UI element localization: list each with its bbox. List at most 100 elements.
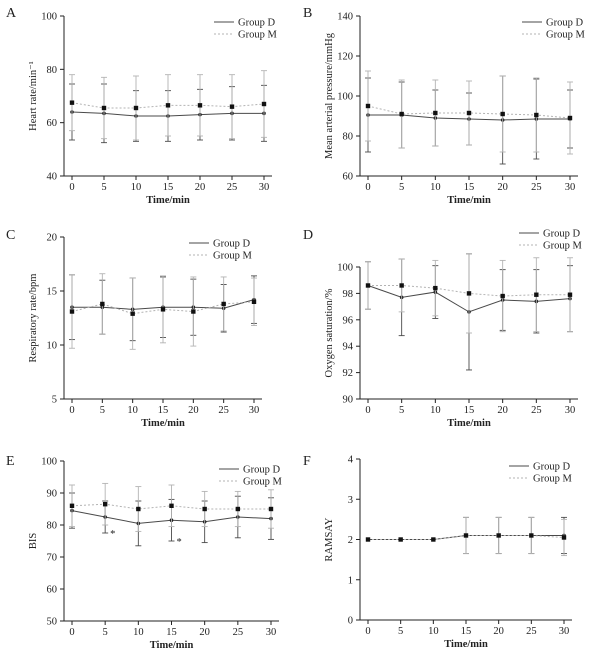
y-tick-label: 100	[337, 263, 353, 274]
y-tick-label: 3	[348, 495, 353, 506]
legend-label: Group M	[238, 30, 277, 41]
data-point	[197, 103, 203, 108]
series-group-m	[365, 70, 573, 155]
data-point	[221, 301, 226, 307]
data-point	[136, 506, 141, 512]
x-tick-label: 25	[227, 182, 238, 193]
x-tick-label: 5	[398, 626, 403, 637]
data-point	[496, 533, 501, 538]
data-point	[365, 283, 371, 288]
significance-mark: *	[177, 537, 182, 548]
y-tick-label: 96	[343, 315, 354, 326]
x-tick-label: 20	[199, 627, 210, 638]
y-tick-label: 0	[348, 616, 353, 627]
data-point	[251, 299, 257, 304]
y-tick-label: 70	[47, 553, 58, 564]
x-axis-title: Time/min	[141, 418, 185, 429]
y-tick-label: 90	[47, 489, 58, 500]
y-tick-label: 100	[41, 12, 57, 23]
y-tick-label: 80	[47, 521, 58, 532]
legend-label: Group M	[243, 477, 282, 488]
x-tick-label: 10	[430, 405, 441, 416]
x-tick-label: 15	[166, 627, 177, 638]
y-tick-label: 98	[343, 289, 354, 300]
x-tick-label: 10	[133, 627, 144, 638]
x-tick-label: 30	[259, 182, 270, 193]
x-tick-label: 15	[163, 182, 174, 193]
data-point	[529, 533, 534, 538]
x-tick-label: 5	[399, 405, 404, 416]
y-tick-label: 10	[47, 341, 58, 352]
y-tick-label: 120	[337, 52, 353, 63]
series-group-m	[69, 70, 267, 141]
x-tick-label: 20	[497, 405, 508, 416]
data-point	[567, 292, 573, 297]
x-tick-label: 10	[430, 182, 441, 193]
data-point	[534, 292, 539, 297]
data-point	[69, 503, 75, 508]
series-group-m	[69, 273, 257, 350]
panel-f: F 0 1 2 3 4 0 5 10 15 20 25 30 Time/min RAMSAY Group DG…	[303, 454, 572, 650]
x-tick-label: 25	[218, 405, 229, 416]
y-axis-title: RAMSAY	[324, 517, 335, 561]
data-point	[235, 506, 241, 512]
panel-c: C 5 10 15 20 0 5 10 15 20 25 30 Time/min Respiratory …	[6, 228, 262, 429]
x-tick-label: 30	[266, 627, 277, 638]
x-tick-label: 30	[249, 405, 260, 416]
x-tick-label: 5	[103, 627, 108, 638]
x-tick-label: 0	[69, 182, 74, 193]
legend-label: Group D	[546, 18, 583, 29]
data-point	[398, 537, 403, 542]
legend-label: Group M	[533, 474, 572, 485]
data-point	[500, 111, 505, 117]
x-tick-label: 30	[565, 182, 576, 193]
y-tick-label: 20	[47, 233, 58, 244]
x-axis-title: Time/min	[444, 639, 488, 650]
data-point	[268, 506, 274, 512]
y-tick-label: 80	[47, 65, 58, 76]
y-axis-title: BIS	[28, 533, 39, 550]
x-tick-label: 25	[233, 627, 244, 638]
x-tick-label: 10	[428, 626, 439, 637]
x-tick-label: 15	[461, 626, 472, 637]
data-point	[433, 110, 438, 116]
x-tick-label: 15	[464, 182, 475, 193]
data-point	[561, 535, 567, 540]
y-tick-label: 4	[348, 455, 354, 466]
y-tick-label: 90	[343, 395, 354, 406]
x-tick-label: 5	[101, 182, 106, 193]
data-point	[133, 105, 139, 111]
data-point	[365, 103, 371, 109]
y-axis-title: Oxygen saturation/%	[324, 288, 335, 377]
x-axis-title: Time/min	[146, 195, 190, 206]
x-axis-title: Time/min	[447, 418, 491, 429]
panel-d: D 90 92 94 96 98 100 0 5 10 15 20 25 30 Time/min Oxygen…	[303, 228, 582, 429]
x-tick-label: 30	[565, 405, 576, 416]
y-tick-label: 60	[47, 118, 58, 129]
x-tick-label: 25	[531, 182, 542, 193]
x-tick-label: 0	[69, 405, 74, 416]
data-point	[160, 307, 166, 312]
x-tick-label: 30	[559, 626, 570, 637]
x-tick-label: 5	[100, 405, 105, 416]
y-axis-title: Mean arterial pressure/mmHg	[324, 32, 335, 159]
data-point	[165, 103, 171, 108]
legend-label: Group D	[243, 465, 280, 476]
series-group-m	[69, 482, 274, 532]
data-point	[500, 293, 505, 299]
y-tick-label: 15	[47, 287, 58, 298]
data-point	[100, 301, 105, 307]
panel-letter: C	[6, 228, 15, 243]
panel-letter: F	[303, 454, 311, 469]
panel-letter: E	[6, 454, 15, 469]
y-tick-label: 60	[343, 172, 354, 183]
panel-b: B 60 80 100 120 140 0 5 10 15 20 25 30 Time/min Mean a…	[303, 6, 585, 206]
panel-e: E 50 60 70 80 90 100 0 5 10 15 20 25 30 Time/min BIS Gro…	[6, 454, 282, 651]
y-tick-label: 40	[47, 172, 58, 183]
data-point	[399, 283, 404, 288]
legend-label: Group D	[543, 229, 580, 240]
panel-letter: D	[303, 228, 313, 243]
panel-a: A 40 60 80 100 0 5 10 15 20 25 30 Time/min Heart rate…	[6, 6, 277, 206]
legend-label: Group D	[533, 462, 570, 473]
